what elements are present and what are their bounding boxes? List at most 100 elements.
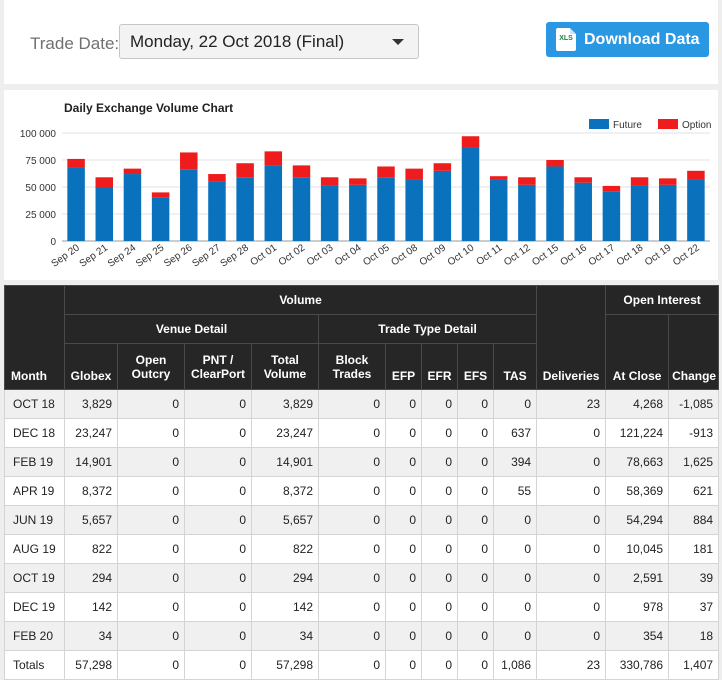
- x-tick-label: Oct 04: [333, 242, 364, 268]
- cell-efs: 0: [457, 476, 494, 506]
- cell-efp: 0: [385, 650, 422, 680]
- legend-label-future: Future: [613, 120, 642, 131]
- cell-efp: 0: [385, 534, 422, 564]
- cell-month: FEB 20: [4, 621, 65, 651]
- cell-total-volume: 142: [251, 592, 319, 622]
- legend-swatch-future: [589, 119, 609, 129]
- col-header-at-close: At Close: [605, 314, 670, 390]
- cell-block-trades: 0: [318, 505, 386, 535]
- cell-block-trades: 0: [318, 650, 386, 680]
- col-header-month: Month: [4, 285, 65, 390]
- bar-future: [546, 166, 564, 241]
- table-row: APR 19 8,372 0 0 8,372 0 0 0 0 55 0 58,369 621: [4, 476, 720, 506]
- cell-change: -1,085: [668, 389, 720, 419]
- cell-pnt-clearport: 0: [184, 534, 252, 564]
- cell-pnt-clearport: 0: [184, 447, 252, 477]
- x-tick-label: Sep 27: [190, 242, 223, 269]
- cell-open-outcry: 0: [117, 389, 185, 419]
- y-tick-label: 0: [50, 237, 56, 248]
- cell-tas: 0: [492, 389, 538, 419]
- cell-globex: 34: [64, 621, 118, 651]
- trade-date-select[interactable]: Monday, 22 Oct 2018 (Final): [119, 24, 419, 59]
- cell-globex: 8,372: [64, 476, 118, 506]
- cell-open-outcry: 0: [117, 534, 185, 564]
- cell-at-close: 354: [605, 621, 670, 651]
- x-tick-label: Oct 05: [361, 242, 392, 268]
- col-header-pnt-clearport: PNT / ClearPort: [184, 343, 252, 390]
- cell-total-volume: 8,372: [251, 476, 319, 506]
- cell-efs: 0: [457, 563, 494, 593]
- table-row: DEC 19 142 0 0 142 0 0 0 0 0 0 978 37: [4, 592, 720, 622]
- bar-future: [95, 187, 114, 241]
- volume-table-body: OCT 18 3,829 0 0 3,829 0 0 0 0 0 23 4,268 -1,085 DEC…: [4, 389, 720, 680]
- cell-efr: 0: [421, 418, 458, 448]
- cell-pnt-clearport: 0: [184, 592, 252, 622]
- bar-option: [151, 192, 170, 198]
- bar-future: [349, 184, 367, 241]
- cell-block-trades: 0: [318, 447, 386, 477]
- bar-option: [377, 166, 395, 178]
- cell-tas: 55: [492, 476, 538, 506]
- cell-efr: 0: [421, 534, 458, 564]
- bar-future: [292, 177, 311, 241]
- x-tick-label: Sep 28: [219, 242, 252, 269]
- bar-option: [546, 160, 564, 167]
- chart-title: Daily Exchange Volume Chart: [64, 101, 233, 115]
- bar-future: [489, 179, 508, 241]
- col-header-globex: Globex: [64, 343, 118, 390]
- bar-option: [630, 177, 649, 186]
- cell-totals-label: Totals: [4, 650, 65, 680]
- cell-efp: 0: [385, 418, 422, 448]
- bar-future: [658, 184, 677, 241]
- cell-efp: 0: [385, 505, 422, 535]
- bar-option: [489, 176, 508, 180]
- chevron-down-icon: [392, 39, 404, 45]
- col-header-block-trades: Block Trades: [318, 343, 386, 390]
- volume-table-container: Month Volume Deliveries Open Interest Ve…: [4, 285, 720, 680]
- cell-open-outcry: 0: [117, 621, 185, 651]
- x-tick-label: Oct 18: [615, 242, 646, 268]
- cell-deliveries: 23: [536, 389, 607, 419]
- cell-month: DEC 18: [4, 418, 65, 448]
- cell-block-trades: 0: [318, 592, 386, 622]
- cell-change: 1,625: [668, 447, 720, 477]
- bar-option: [349, 178, 367, 185]
- cell-globex: 822: [64, 534, 118, 564]
- col-header-open-outcry: Open Outcry: [117, 343, 185, 390]
- bar-future: [630, 185, 649, 241]
- x-tick-label: Oct 08: [389, 242, 420, 268]
- table-row: FEB 20 34 0 0 34 0 0 0 0 0 0 354 18: [4, 621, 720, 651]
- cell-change: 181: [668, 534, 720, 564]
- cell-total-volume: 57,298: [251, 650, 319, 680]
- cell-tas: 0: [492, 534, 538, 564]
- table-row: DEC 18 23,247 0 0 23,247 0 0 0 0 637 0 121,224 -913: [4, 418, 720, 448]
- cell-change: 18: [668, 621, 720, 651]
- bar-future: [602, 191, 621, 241]
- cell-deliveries: 0: [536, 447, 607, 477]
- bar-option: [518, 177, 536, 185]
- bar-future: [518, 184, 536, 241]
- col-header-efp: EFP: [385, 343, 422, 390]
- cell-month: APR 19: [4, 476, 65, 506]
- bar-option: [208, 174, 226, 182]
- table-row: OCT 19 294 0 0 294 0 0 0 0 0 0 2,591 39: [4, 563, 720, 593]
- x-tick-label: Oct 02: [277, 242, 308, 268]
- cell-tas: 637: [492, 418, 538, 448]
- col-header-efr: EFR: [421, 343, 458, 390]
- bar-option: [95, 177, 114, 187]
- cell-deliveries: 0: [536, 621, 607, 651]
- x-tick-label: Oct 11: [475, 242, 505, 268]
- bar-option: [405, 168, 423, 180]
- cell-open-outcry: 0: [117, 563, 185, 593]
- cell-block-trades: 0: [318, 534, 386, 564]
- cell-efr: 0: [421, 621, 458, 651]
- download-data-button[interactable]: XLS Download Data: [546, 22, 709, 57]
- bar-future: [180, 169, 198, 241]
- x-tick-label: Sep 24: [106, 242, 139, 269]
- cell-change: 39: [668, 563, 720, 593]
- volume-chart-panel: Daily Exchange Volume Chart 0 25 000 50 000…: [4, 90, 718, 280]
- cell-efp: 0: [385, 389, 422, 419]
- cell-efp: 0: [385, 621, 422, 651]
- bar-future: [264, 165, 283, 241]
- x-tick-label: Oct 22: [671, 242, 702, 268]
